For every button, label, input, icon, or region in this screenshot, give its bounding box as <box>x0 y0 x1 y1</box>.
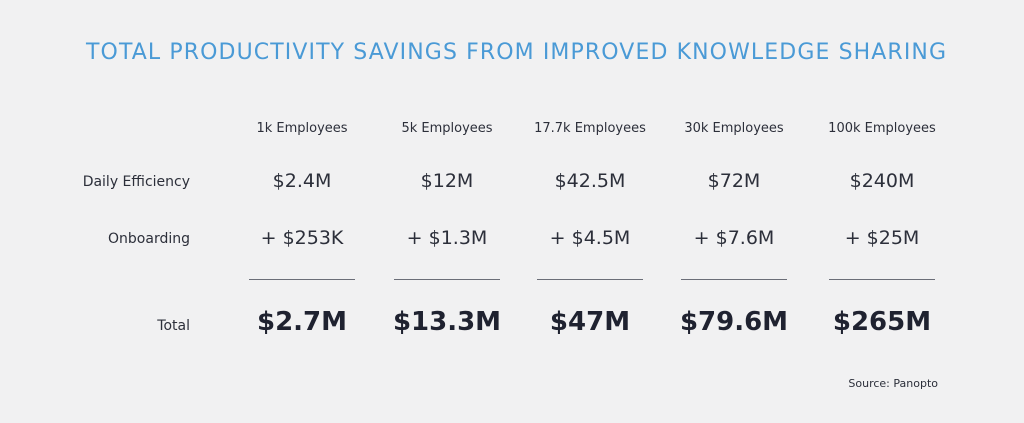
divider-30k <box>681 279 787 280</box>
row-label-daily-efficiency: Daily Efficiency <box>82 174 190 190</box>
total-1k: $2.7M <box>256 307 348 337</box>
row-label-total: Total <box>157 318 190 334</box>
daily-efficiency-5k: $12M <box>420 170 474 192</box>
source-note: Source: Panopto <box>848 377 938 390</box>
onboarding-100k: + $25M <box>844 227 920 249</box>
total-100k: $265M <box>832 307 932 337</box>
divider-100k <box>829 279 935 280</box>
onboarding-17-7k: + $4.5M <box>549 227 631 249</box>
daily-efficiency-1k: $2.4M <box>272 170 332 192</box>
divider-5k <box>394 279 500 280</box>
column-header-5k: 5k Employees <box>401 121 493 136</box>
total-17-7k: $47M <box>549 307 631 337</box>
column-header-1k: 1k Employees <box>256 121 348 136</box>
onboarding-30k: + $7.6M <box>693 227 775 249</box>
column-header-30k: 30k Employees <box>684 121 784 136</box>
daily-efficiency-30k: $72M <box>707 170 761 192</box>
column-header-100k: 100k Employees <box>828 121 936 136</box>
onboarding-1k: + $253K <box>260 227 344 249</box>
daily-efficiency-17-7k: $42.5M <box>554 170 626 192</box>
divider-17-7k <box>537 279 643 280</box>
onboarding-5k: + $1.3M <box>406 227 488 249</box>
daily-efficiency-100k: $240M <box>849 170 915 192</box>
column-header-17-7k: 17.7k Employees <box>534 121 646 136</box>
total-30k: $79.6M <box>679 307 789 337</box>
page-title: TOTAL PRODUCTIVITY SAVINGS FROM IMPROVED… <box>86 40 948 65</box>
total-5k: $13.3M <box>392 307 502 337</box>
divider-1k <box>249 279 355 280</box>
row-label-onboarding: Onboarding <box>108 231 190 247</box>
